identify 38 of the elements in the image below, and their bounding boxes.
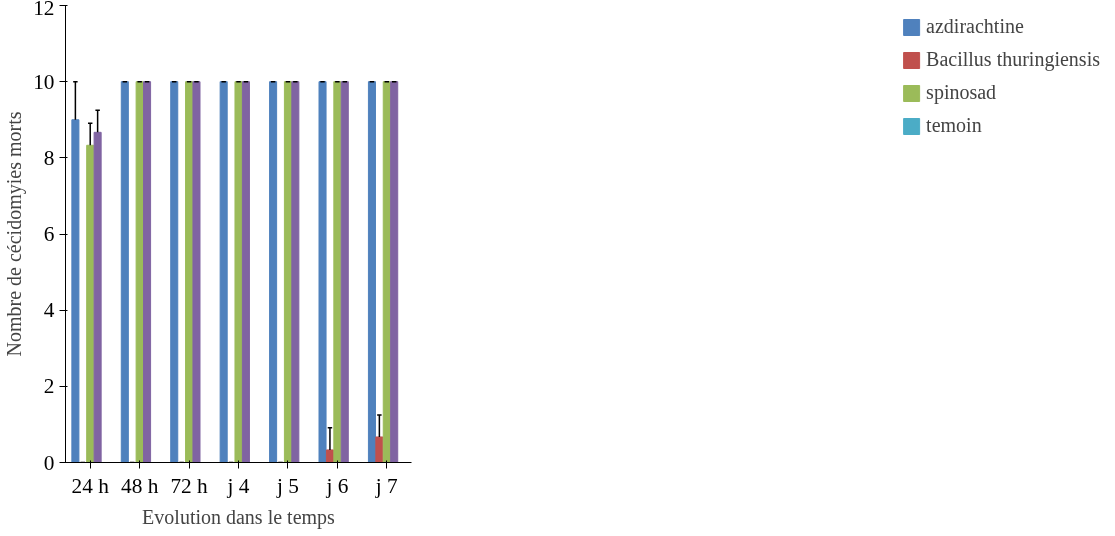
bar [333, 81, 342, 463]
y-tick-label: 2 [43, 374, 55, 399]
bar [120, 81, 129, 463]
bar [269, 81, 278, 463]
bar [318, 81, 327, 463]
bar [219, 81, 228, 463]
bar [71, 119, 80, 463]
y-tick-label: 12 [33, 0, 55, 20]
x-tick-label: j 6 [325, 473, 349, 498]
bar [170, 81, 179, 463]
x-axis-title: Evolution dans le temps [142, 505, 336, 529]
y-tick-label: 6 [43, 222, 55, 246]
x-tick-label: 72 h [170, 473, 209, 498]
bar [241, 81, 250, 463]
y-tick-label: 0 [43, 450, 55, 475]
y-tick-label: 4 [43, 298, 55, 323]
bar [367, 81, 376, 463]
bar [234, 81, 243, 463]
bar [143, 81, 152, 463]
y-axis-title: Nombre de cécidomyies morts [3, 111, 27, 357]
bar [135, 81, 144, 463]
y-tick-label: 10 [33, 69, 55, 94]
bar [291, 81, 300, 463]
x-tick-label: 24 h [71, 473, 110, 498]
bar [93, 131, 102, 463]
bar [375, 436, 384, 463]
x-tick-label: 48 h [120, 473, 159, 498]
legend-label: temoin [926, 114, 982, 137]
bar [390, 81, 399, 463]
y-tick-label: 8 [43, 145, 55, 170]
bar [340, 81, 349, 463]
legend-label: azdirachtine [926, 15, 1024, 38]
legend-label: Bacillus thuringiensis [926, 48, 1100, 71]
bar [192, 81, 201, 463]
legend-label: spinosad [926, 81, 997, 104]
x-tick-label: j 7 [374, 473, 399, 498]
x-tick-label: j 5 [275, 473, 299, 498]
x-tick-label: j 4 [226, 473, 250, 498]
